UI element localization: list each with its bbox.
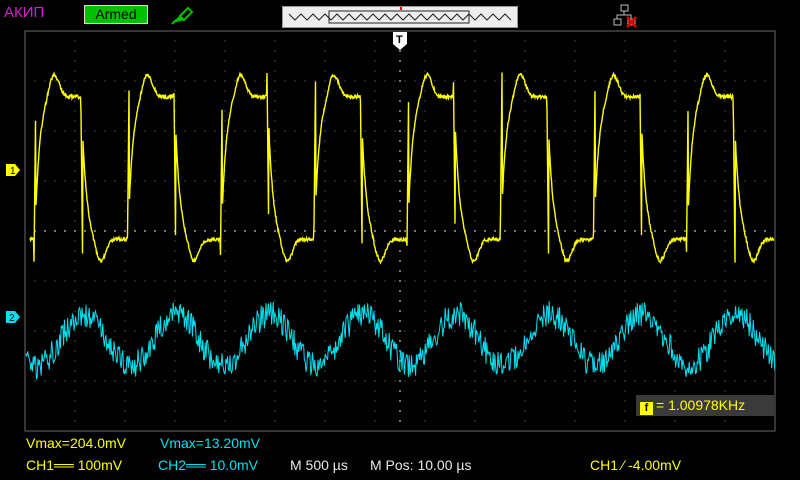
- trigger-marker[interactable]: T: [392, 32, 408, 50]
- ch2-scale[interactable]: CH2══ 10.0mV: [158, 457, 258, 473]
- svg-text:T: T: [396, 34, 403, 46]
- frequency-icon: f: [640, 402, 653, 415]
- ch2-vmax-readout: Vmax=13.20mV: [160, 435, 260, 451]
- waveform-memory-overview: [283, 7, 517, 27]
- frequency-readout: f = 1.00978KHz: [636, 395, 774, 416]
- svg-text:2: 2: [9, 313, 15, 323]
- ch1-marker[interactable]: 1: [6, 164, 20, 176]
- timebase-readout[interactable]: M 500 µs: [290, 457, 348, 473]
- probe-icon: [170, 4, 194, 26]
- frequency-value: = 1.00978KHz: [656, 397, 745, 413]
- trigger-readout[interactable]: CH1 ∕ -4.00mV: [590, 457, 681, 473]
- memory-position-bar[interactable]: [282, 6, 518, 28]
- svg-text:1: 1: [10, 166, 16, 176]
- brand-logo: АКИП: [4, 4, 44, 21]
- memory-position-readout[interactable]: M Pos: 10.00 µs: [370, 457, 471, 473]
- network-icon: [612, 4, 638, 28]
- ch2-marker[interactable]: 2: [6, 311, 20, 323]
- waveform-display[interactable]: [0, 28, 800, 434]
- acquisition-status-badge: Armed: [84, 5, 148, 24]
- ch1-scale[interactable]: CH1══ 100mV: [26, 457, 122, 473]
- ch1-vmax-readout: Vmax=204.0mV: [26, 435, 126, 451]
